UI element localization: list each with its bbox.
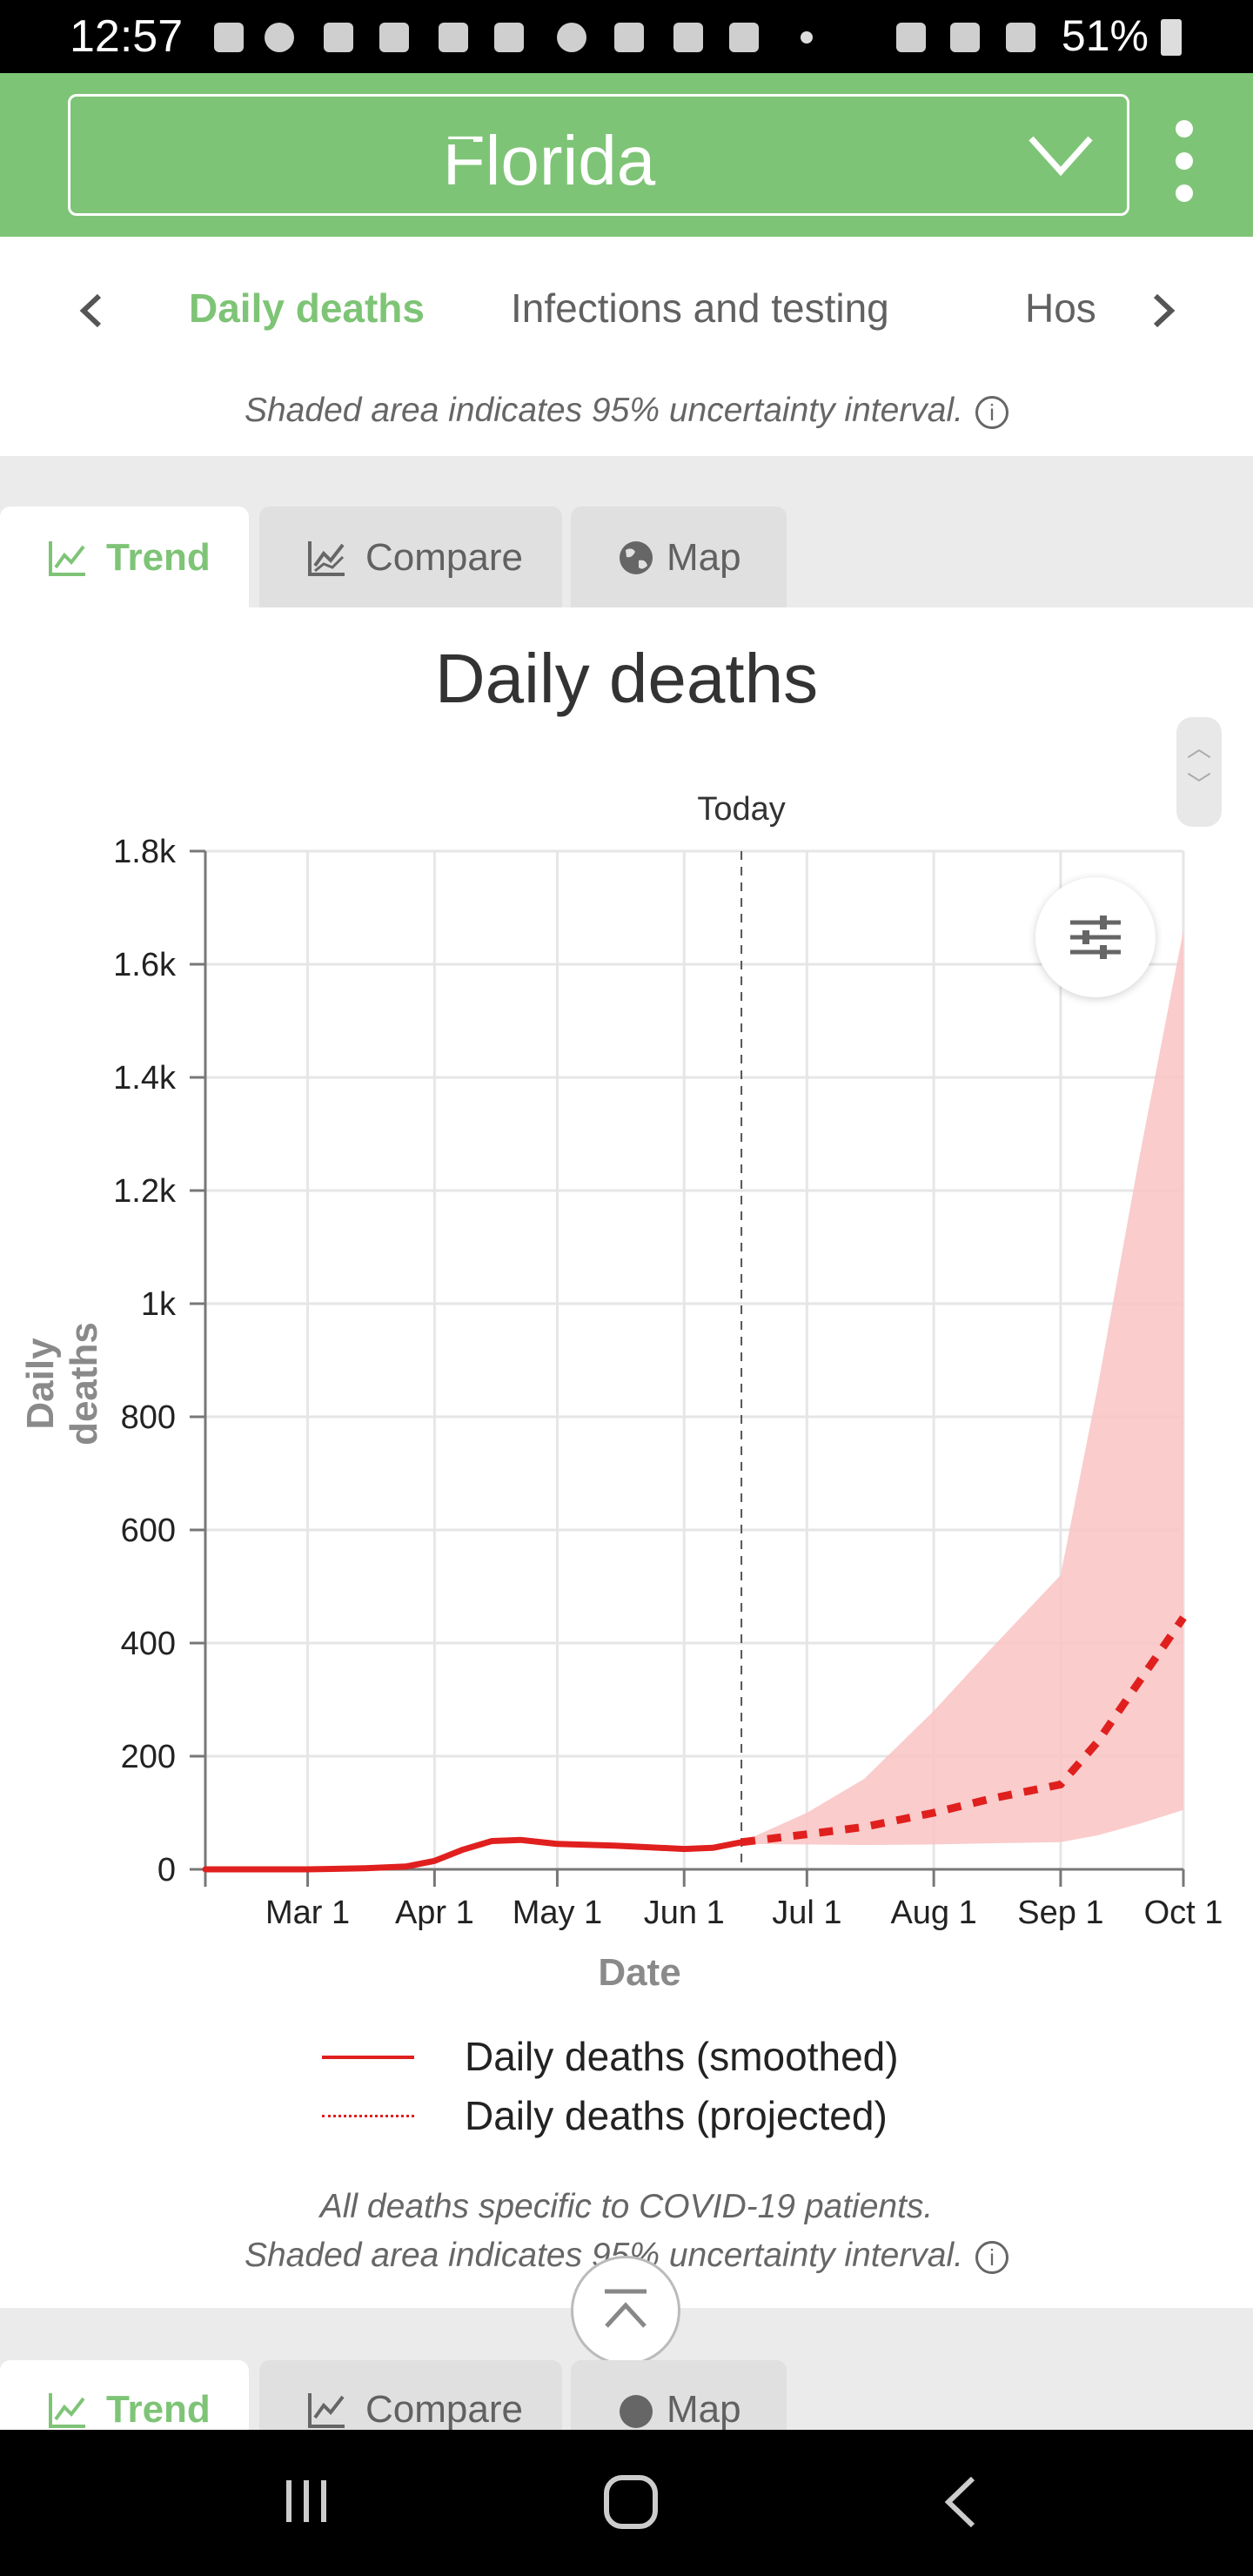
deaths-definition-note: All deaths specific to COVID-19 patients… <box>319 2188 934 2225</box>
line-chart-icon <box>49 2393 85 2428</box>
chevron-right-icon[interactable] <box>1149 291 1178 331</box>
chevron-up-icon: ︿ <box>1186 735 1211 761</box>
x-tick-label: Aug 1 <box>890 1895 976 1931</box>
y-tick-label: 1k <box>141 1286 177 1323</box>
chart-settings-button[interactable] <box>1035 877 1156 997</box>
heart-icon <box>673 23 703 52</box>
today-label: Today <box>697 791 785 828</box>
y-tick-labels: 0 200 400 600 800 1k 1.2k 1.4k 1.6k 1.8k <box>113 834 177 1888</box>
view-tab-label: Compare <box>365 536 523 579</box>
scroll-handle[interactable]: ︿ ﹀ <box>1176 717 1222 827</box>
battery-level: 51% <box>1061 11 1149 60</box>
chevron-down-icon <box>1029 136 1093 177</box>
view-tab-label: Map <box>667 536 741 579</box>
more-options-icon[interactable] <box>1166 113 1204 209</box>
uncertainty-band <box>741 930 1183 1845</box>
view-tab-label: Map <box>667 2388 741 2431</box>
recent-apps-icon[interactable] <box>280 2475 332 2527</box>
chart-grid <box>205 849 1185 1871</box>
daily-deaths-chart: Today 0 200 400 600 800 1k 1.2k 1.4k 1.6k 1.8k Ma… <box>113 791 1223 1931</box>
scroll-to-top-button[interactable] <box>571 2256 680 2365</box>
key-icon <box>729 23 759 52</box>
uncertainty-note-panel: Shaded area indicates 95% uncertainty in… <box>0 383 1253 456</box>
notification-icon <box>324 23 353 52</box>
x-axis-label: Date <box>598 1951 681 1994</box>
view-tab-map-2[interactable]: Map <box>571 2360 787 2431</box>
info-icon[interactable]: i <box>975 2240 1008 2274</box>
notification-icon <box>494 23 524 52</box>
chevron-up-icon <box>605 2289 647 2328</box>
y-tick-label: 1.6k <box>113 947 177 983</box>
y-tick-label: 0 <box>157 1852 176 1888</box>
chart-card <box>0 607 1253 2308</box>
x-tick-label: May 1 <box>513 1895 602 1931</box>
signal-icon <box>1006 23 1035 52</box>
y-tick-label: 200 <box>121 1739 176 1775</box>
legend-swatch-solid <box>322 2056 414 2059</box>
notification-icon <box>265 23 294 52</box>
status-time: 12:57 <box>70 11 184 62</box>
home-icon[interactable] <box>602 2473 660 2531</box>
view-tab-map[interactable]: Map <box>571 506 787 607</box>
y-tick-label: 600 <box>121 1513 176 1549</box>
uncertainty-note: Shaded area indicates 95% uncertainty in… <box>0 392 1253 430</box>
chart-title: Daily deaths <box>434 640 819 717</box>
y-tick-label: 1.8k <box>113 834 177 870</box>
state-dropdown[interactable]: Florida <box>68 94 1129 216</box>
legend-swatch-dotted <box>322 2115 414 2117</box>
tab-infections-testing[interactable]: Infections and testing <box>511 285 889 331</box>
sliders-icon <box>1070 916 1121 959</box>
view-tab-compare-2[interactable]: Compare <box>259 2360 562 2431</box>
state-dropdown-value: Florida <box>442 122 656 199</box>
y-tick-label: 800 <box>121 1399 176 1436</box>
legend-item-smoothed: Daily deaths (smoothed) <box>322 2033 1018 2085</box>
globe-icon <box>620 2395 653 2428</box>
more-notifications-icon <box>801 31 813 44</box>
view-tab-label: Trend <box>106 2388 211 2431</box>
notification-icon <box>614 23 644 52</box>
chevron-left-icon[interactable] <box>77 291 106 331</box>
view-tab-label: Trend <box>106 536 211 579</box>
x-tick-label: Apr 1 <box>395 1895 474 1931</box>
legend-item-projected: Daily deaths (projected) <box>322 2092 1018 2144</box>
view-tab-compare[interactable]: Compare <box>259 506 562 607</box>
status-bar: 12:57 51% <box>0 0 1253 73</box>
y-tick-label: 1.2k <box>113 1173 177 1210</box>
section-tabs: Daily deaths Infections and testing Hos <box>0 237 1253 385</box>
battery-icon <box>1161 19 1182 56</box>
y-axis-label: Daily deaths <box>19 1322 105 1446</box>
active-tab-indicator <box>151 139 473 144</box>
x-tick-labels: Mar 1 Apr 1 May 1 Jun 1 Jul 1 Aug 1 Sep 1 Oct 1 <box>265 1895 1223 1931</box>
back-icon[interactable] <box>940 2473 980 2531</box>
tab-daily-deaths[interactable]: Daily deaths <box>189 285 425 331</box>
info-icon[interactable]: i <box>975 395 1008 429</box>
x-tick-label: Mar 1 <box>265 1895 350 1931</box>
line-chart-icon <box>49 541 85 576</box>
globe-icon <box>620 541 653 574</box>
view-tab-trend-2[interactable]: Trend <box>0 2360 249 2431</box>
y-tick-label: 400 <box>121 1626 176 1662</box>
view-tab-trend[interactable]: Trend <box>0 506 249 607</box>
y-tick-label: 1.4k <box>113 1060 177 1097</box>
compare-chart-icon <box>308 2393 345 2428</box>
mail-icon <box>439 23 468 52</box>
x-tick-label: Jul 1 <box>772 1895 841 1931</box>
wifi-icon <box>950 23 980 52</box>
chevron-down-icon: ﹀ <box>1186 771 1211 798</box>
x-tick-label: Jun 1 <box>644 1895 725 1931</box>
mute-icon <box>896 23 926 52</box>
notification-icon <box>214 23 244 52</box>
x-tick-label: Oct 1 <box>1144 1895 1223 1931</box>
compare-chart-icon <box>308 541 345 576</box>
series-line-smoothed <box>202 1836 745 1873</box>
key-icon <box>379 23 409 52</box>
tab-hospital[interactable]: Hos <box>1025 285 1096 331</box>
legend-label: Daily deaths (smoothed) <box>465 2034 899 2079</box>
clock-icon <box>557 23 586 52</box>
series-line-projected <box>740 1615 1187 1847</box>
legend-label: Daily deaths (projected) <box>465 2093 888 2138</box>
system-nav-bar <box>0 2430 1253 2576</box>
x-tick-label: Sep 1 <box>1017 1895 1103 1931</box>
view-tab-label: Compare <box>365 2388 523 2431</box>
